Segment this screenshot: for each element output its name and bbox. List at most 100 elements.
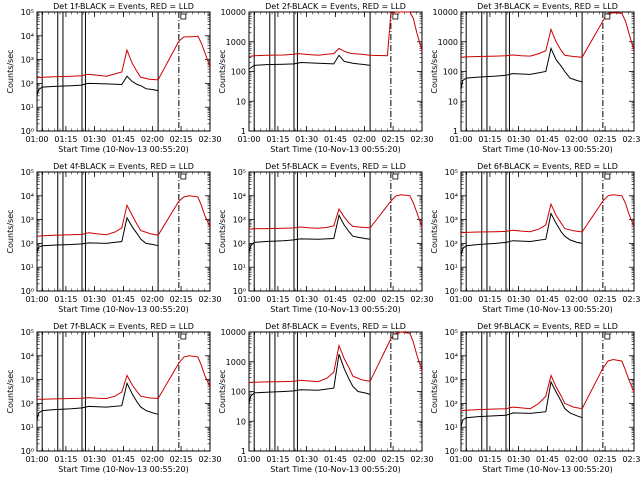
marker-box	[180, 173, 187, 180]
panel-title: Det 6f-BLACK = Events, RED = LLD	[477, 162, 618, 171]
lld-series-line	[248, 331, 423, 383]
y-tick-label: 1000	[226, 38, 246, 47]
lld-series-line	[460, 12, 635, 58]
lld-series-line	[248, 11, 423, 57]
y-tick-label: 10⁵	[445, 168, 458, 177]
detector-panel: 10⁰ 10¹ 10² 10³ 10⁴ 10⁵ 01:00 01:15 01:30 01:45 02…	[430, 322, 640, 474]
x-tick-label: 02:00	[353, 295, 376, 304]
events-series-line	[248, 54, 371, 70]
x-tick-label: 02:30	[198, 295, 221, 304]
x-tick-label: 02:15	[170, 135, 193, 144]
y-tick-label: 10⁵	[21, 8, 34, 17]
lld-series-line	[460, 358, 635, 412]
marker-box	[604, 173, 611, 180]
x-tick-label: 01:30	[295, 295, 318, 304]
y-tick-label: 10²	[21, 399, 34, 408]
x-tick-label: 01:00	[449, 135, 472, 144]
y-tick-label: 10²	[445, 239, 458, 248]
x-tick-label: 01:30	[83, 295, 106, 304]
x-tick-label: 01:15	[54, 455, 77, 464]
y-axis-label: Counts/sec	[6, 369, 15, 413]
events-series-line	[36, 381, 159, 421]
x-tick-label: 02:30	[622, 135, 640, 144]
y-tick-label: 1000	[226, 358, 246, 367]
y-tick-label: 1	[241, 127, 246, 136]
x-tick-label: 01:00	[449, 295, 472, 304]
x-tick-label: 01:15	[266, 295, 289, 304]
events-series-line	[460, 46, 583, 90]
x-tick-label: 02:00	[565, 295, 588, 304]
x-tick-label: 01:00	[449, 455, 472, 464]
x-tick-label: 01:00	[237, 295, 260, 304]
lld-series-line	[460, 194, 635, 234]
x-tick-label: 01:45	[324, 455, 347, 464]
x-tick-label: 02:30	[410, 455, 433, 464]
y-tick-label: 10⁴	[21, 32, 34, 41]
x-tick-label: 02:15	[382, 135, 405, 144]
y-axis-label: Counts/sec	[430, 369, 439, 413]
x-tick-label: 02:00	[565, 455, 588, 464]
x-tick-label: 02:15	[170, 455, 193, 464]
marker-box	[392, 13, 399, 20]
events-series-line	[460, 212, 583, 256]
y-tick-label: 10³	[445, 216, 458, 225]
y-tick-label: 10	[236, 97, 246, 106]
events-series-line	[36, 216, 159, 254]
panel-title: Det 1f-BLACK = Events, RED = LLD	[53, 2, 194, 11]
y-tick-label: 10¹	[445, 423, 458, 432]
y-tick-label: 10³	[233, 216, 246, 225]
y-tick-label: 10⁵	[21, 168, 34, 177]
x-tick-label: 01:00	[25, 135, 48, 144]
x-tick-label: 01:30	[295, 455, 318, 464]
events-series-line	[248, 354, 371, 404]
y-tick-label: 10¹	[445, 263, 458, 272]
x-tick-label: 02:30	[410, 295, 433, 304]
y-axis-label: Counts/sec	[218, 49, 227, 93]
panel-title: Det 7f-BLACK = Events, RED = LLD	[53, 322, 194, 331]
marker-box	[180, 333, 187, 340]
x-tick-label: 01:45	[112, 135, 135, 144]
x-tick-label: 02:15	[382, 455, 405, 464]
x-tick-label: 02:00	[141, 295, 164, 304]
detector-panel: 1 10 100 1000 10000 01:00 01:15 01:30 01:45 02:00…	[218, 322, 434, 474]
y-tick-label: 10³	[21, 56, 34, 65]
y-tick-label: 10¹	[21, 263, 34, 272]
x-tick-label: 01:00	[25, 455, 48, 464]
y-tick-label: 10²	[233, 239, 246, 248]
y-tick-label: 1	[241, 447, 246, 456]
x-tick-label: 02:30	[198, 135, 221, 144]
y-tick-label: 100	[231, 388, 246, 397]
panel-title: Det 8f-BLACK = Events, RED = LLD	[265, 322, 406, 331]
y-tick-label: 10¹	[233, 263, 246, 272]
x-tick-label: 02:15	[382, 295, 405, 304]
detector-panel: 10⁰ 10¹ 10² 10³ 10⁴ 10⁵ 01:00 01:15 01:30 01:45 02…	[6, 2, 222, 154]
x-tick-label: 01:00	[25, 295, 48, 304]
panel-title: Det 9f-BLACK = Events, RED = LLD	[477, 322, 618, 331]
y-tick-label: 1000	[438, 38, 458, 47]
x-tick-label: 02:30	[622, 295, 640, 304]
y-axis-label: Counts/sec	[430, 209, 439, 253]
x-tick-label: 02:00	[565, 135, 588, 144]
events-series-line	[248, 213, 371, 254]
y-tick-label: 10⁴	[445, 352, 458, 361]
x-axis-label: Start Time (10-Nov-13 00:55:20)	[482, 145, 612, 154]
y-tick-label: 10²	[21, 239, 34, 248]
x-tick-label: 01:15	[478, 135, 501, 144]
y-tick-label: 10¹	[21, 423, 34, 432]
detector-panel: 1 10 100 1000 10000 01:00 01:15 01:30 01:45 02:00…	[430, 2, 640, 154]
detector-panel: 10⁰ 10¹ 10² 10³ 10⁴ 10⁵ 01:00 01:15 01:30 01:45 02…	[430, 162, 640, 314]
y-tick-label: 10³	[445, 376, 458, 385]
events-series-line	[36, 75, 159, 96]
y-tick-label: 10⁵	[21, 328, 34, 337]
x-tick-label: 01:00	[237, 135, 260, 144]
detector-panel: 1 10 100 1000 10000 01:00 01:15 01:30 01:45 02:00…	[218, 2, 434, 154]
x-tick-label: 01:15	[54, 135, 77, 144]
y-tick-label: 100	[231, 68, 246, 77]
x-tick-label: 01:30	[507, 295, 530, 304]
y-tick-label: 10²	[445, 399, 458, 408]
x-axis-label: Start Time (10-Nov-13 00:55:20)	[270, 305, 400, 314]
marker-box	[604, 13, 611, 20]
lld-series-line	[248, 194, 423, 230]
x-tick-label: 01:45	[536, 295, 559, 304]
